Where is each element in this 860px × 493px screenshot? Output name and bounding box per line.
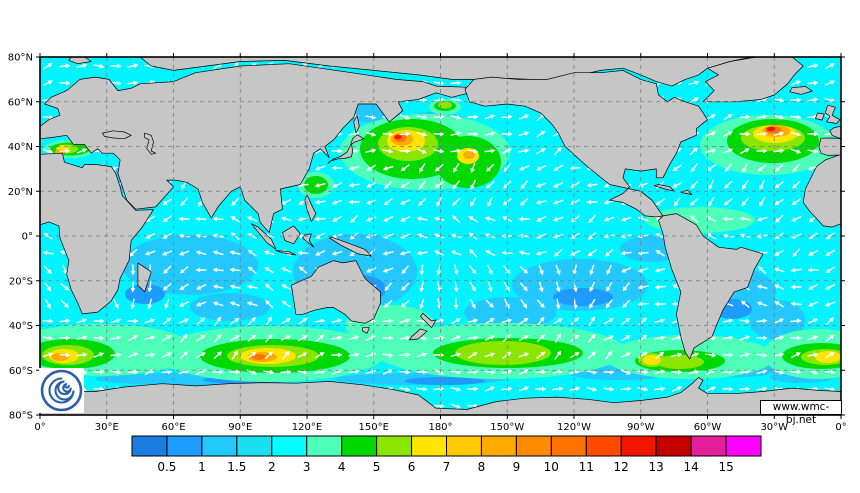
colorbar-tick-label: 6 (408, 460, 416, 474)
x-tick-label: 30°E (95, 422, 119, 433)
x-tick-label: 60°W (694, 422, 722, 433)
colorbar-tick-label: 11 (579, 460, 594, 474)
y-tick-label: 60°S (9, 366, 33, 377)
x-tick-label: 0° (835, 422, 846, 433)
y-tick-label: 40°N (8, 142, 33, 153)
colorbar-cell (341, 435, 378, 457)
colorbar-cell (585, 435, 622, 457)
x-tick-label: 0° (34, 422, 45, 433)
x-tick-label: 150°W (490, 422, 524, 433)
colorbar-tick-label: 12 (614, 460, 629, 474)
x-tick-label: 120°W (557, 422, 591, 433)
land-masses (39, 56, 842, 416)
x-tick-label: 180° (428, 422, 452, 433)
colorbar-tick-label: 1.5 (227, 460, 246, 474)
colorbar-cell (166, 435, 203, 457)
colorbar-cell (690, 435, 727, 457)
colorbar-tick-label: 15 (718, 460, 733, 474)
colorbar-tick-label: 2 (268, 460, 276, 474)
spiral-typhoon-icon (40, 369, 83, 412)
x-tick-label: 60°E (161, 422, 185, 433)
colorbar-cell (515, 435, 552, 457)
y-tick-label: 60°N (8, 97, 33, 108)
colorbar-cell (131, 435, 168, 457)
colorbar-cell (376, 435, 413, 457)
axis-labels: 80°N60°N40°N20°N0°20°S40°S60°S80°S0° 30°E… (8, 53, 847, 434)
colorbar: 0.5 1 1.5 2 3 4 5 6 7 8 9 10 11 12 13 14 15 (131, 435, 762, 474)
y-tick-label: 80°S (9, 411, 33, 422)
y-tick-label: 20°N (8, 187, 33, 198)
colorbar-tick-label: 4 (338, 460, 346, 474)
colorbar-cell (655, 435, 692, 457)
colorbar-tick-label: 8 (478, 460, 486, 474)
x-tick-label: 120°E (292, 422, 322, 433)
colorbar-tick-label: 13 (649, 460, 664, 474)
colorbar-cell (236, 435, 273, 457)
y-tick-label: 40°S (9, 321, 33, 332)
colorbar-cell (620, 435, 657, 457)
colorbar-tick-label: 14 (683, 460, 698, 474)
y-tick-label: 0° (22, 232, 33, 243)
colorbar-tick-label: 3 (303, 460, 311, 474)
colorbar-tick-label: 9 (513, 460, 521, 474)
colorbar-tick-label: 0.5 (157, 460, 176, 474)
colorbar-tick-label: 1 (198, 460, 206, 474)
wmc-logo (39, 368, 84, 413)
y-tick-label: 20°S (9, 276, 33, 287)
x-tick-label: 30°W (760, 422, 788, 433)
colorbar-tick-label: 10 (544, 460, 559, 474)
colorbar-tick-label: 5 (373, 460, 381, 474)
colorbar-cell (411, 435, 447, 457)
colorbar-cell (271, 435, 308, 457)
colorbar-cell (725, 435, 762, 457)
x-tick-label: 90°W (627, 422, 655, 433)
colorbar-cell (306, 435, 343, 457)
y-tick-label: 80°N (8, 53, 33, 64)
x-tick-label: 150°E (359, 422, 389, 433)
axis-ticks (36, 53, 845, 419)
watermark-url: www.wmc-bj.net (760, 400, 842, 426)
colorbar-tick-label: 7 (443, 460, 451, 474)
colorbar-cell (550, 435, 587, 457)
colorbar-cell (480, 435, 517, 457)
x-tick-label: 90°E (228, 422, 252, 433)
graticule (40, 57, 841, 415)
colorbar-cell (201, 435, 238, 457)
colorbar-cell (446, 435, 482, 457)
